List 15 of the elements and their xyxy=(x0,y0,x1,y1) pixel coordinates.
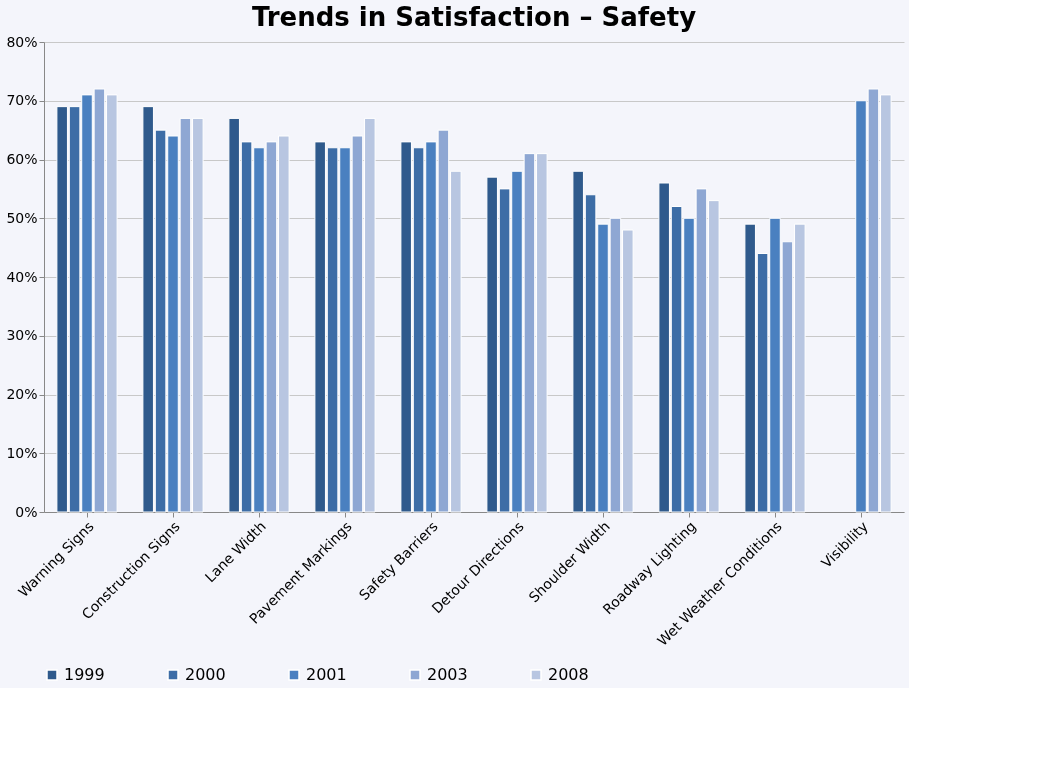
y-tick-label: 80% xyxy=(6,33,38,50)
y-tick-label: 70% xyxy=(6,92,38,109)
y-tick-label: 40% xyxy=(6,268,38,285)
legend-label: 2000 xyxy=(185,665,226,684)
legend-label: 1999 xyxy=(64,665,105,684)
legend-label: 2003 xyxy=(427,665,468,684)
y-tick-label: 50% xyxy=(6,209,38,226)
y-tick-label: 10% xyxy=(6,444,38,461)
y-tick-label: 0% xyxy=(15,503,38,520)
chart-title: Trends in Satisfaction – Safety xyxy=(251,2,697,32)
legend-label: 2008 xyxy=(548,665,589,684)
y-tick-label: 60% xyxy=(6,151,38,167)
y-tick-label: 20% xyxy=(6,386,38,402)
legend-label: 2001 xyxy=(306,665,347,684)
y-tick-label: 30% xyxy=(6,327,38,344)
